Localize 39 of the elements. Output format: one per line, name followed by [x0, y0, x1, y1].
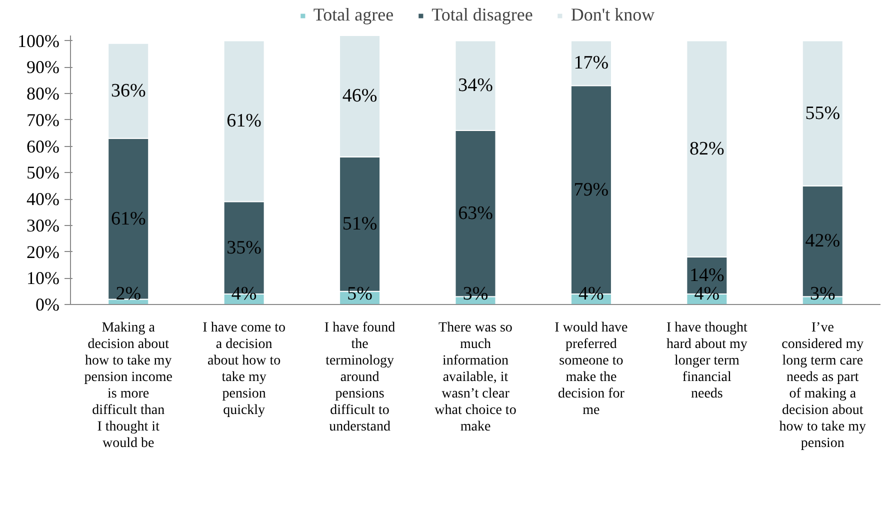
x-tick-label: I’ve considered my long term care needs as part of making a decision about how to take my pension — [779, 320, 866, 451]
legend-label: Total agree — [313, 4, 394, 26]
text: 4% — [694, 284, 720, 304]
text: 61% — [226, 110, 262, 132]
text: 79% — [574, 179, 609, 200]
y-tick-label: 100% — [18, 30, 60, 51]
text: 55% — [805, 102, 840, 124]
text: 61% — [110, 208, 146, 230]
x-tick-label: I would have preferred someone to make the decision for me — [554, 320, 628, 418]
x-tick-label: I have thought hard about my longer term financial needs — [666, 320, 748, 402]
text: 5% — [347, 284, 372, 304]
text: 51% — [342, 214, 378, 235]
text: 46% — [342, 86, 378, 107]
y-tick-label: 0% — [36, 294, 60, 314]
y-tick-label: 50% — [26, 162, 60, 183]
text: 4% — [578, 284, 604, 304]
text: 82% — [690, 138, 724, 160]
text: 34% — [458, 75, 493, 96]
legend-label: Total disagree — [432, 4, 533, 26]
y-tick-label: 10% — [26, 268, 60, 288]
legend-label: Don't know — [570, 4, 655, 26]
text: 36% — [110, 80, 146, 102]
y-tick-label: 80% — [26, 84, 60, 104]
x-tick-label: Making a decision about how to take my pension income is more difficult than I thought it would be — [84, 320, 172, 451]
x-tick-label: I have found the terminology around pensions difficult to understand — [324, 320, 396, 434]
text: 17% — [574, 52, 609, 74]
x-tick-label: I have come to a decision about how to take my pension quickly — [202, 320, 286, 418]
y-tick-label: 60% — [26, 136, 60, 156]
text: 63% — [458, 203, 493, 224]
y-tick-label: 70% — [26, 110, 60, 130]
y-tick-label: 90% — [26, 57, 60, 78]
y-tick-label: 20% — [26, 242, 60, 262]
text: 42% — [805, 230, 840, 252]
y-tick-label: 30% — [26, 215, 60, 236]
text: 35% — [226, 237, 262, 258]
y-tick-label: 40% — [26, 189, 60, 210]
text: 4% — [231, 284, 257, 304]
text: 14% — [690, 264, 724, 286]
x-tick-label: There was so much information available, it wasn’t clear what choice to make — [434, 320, 516, 434]
